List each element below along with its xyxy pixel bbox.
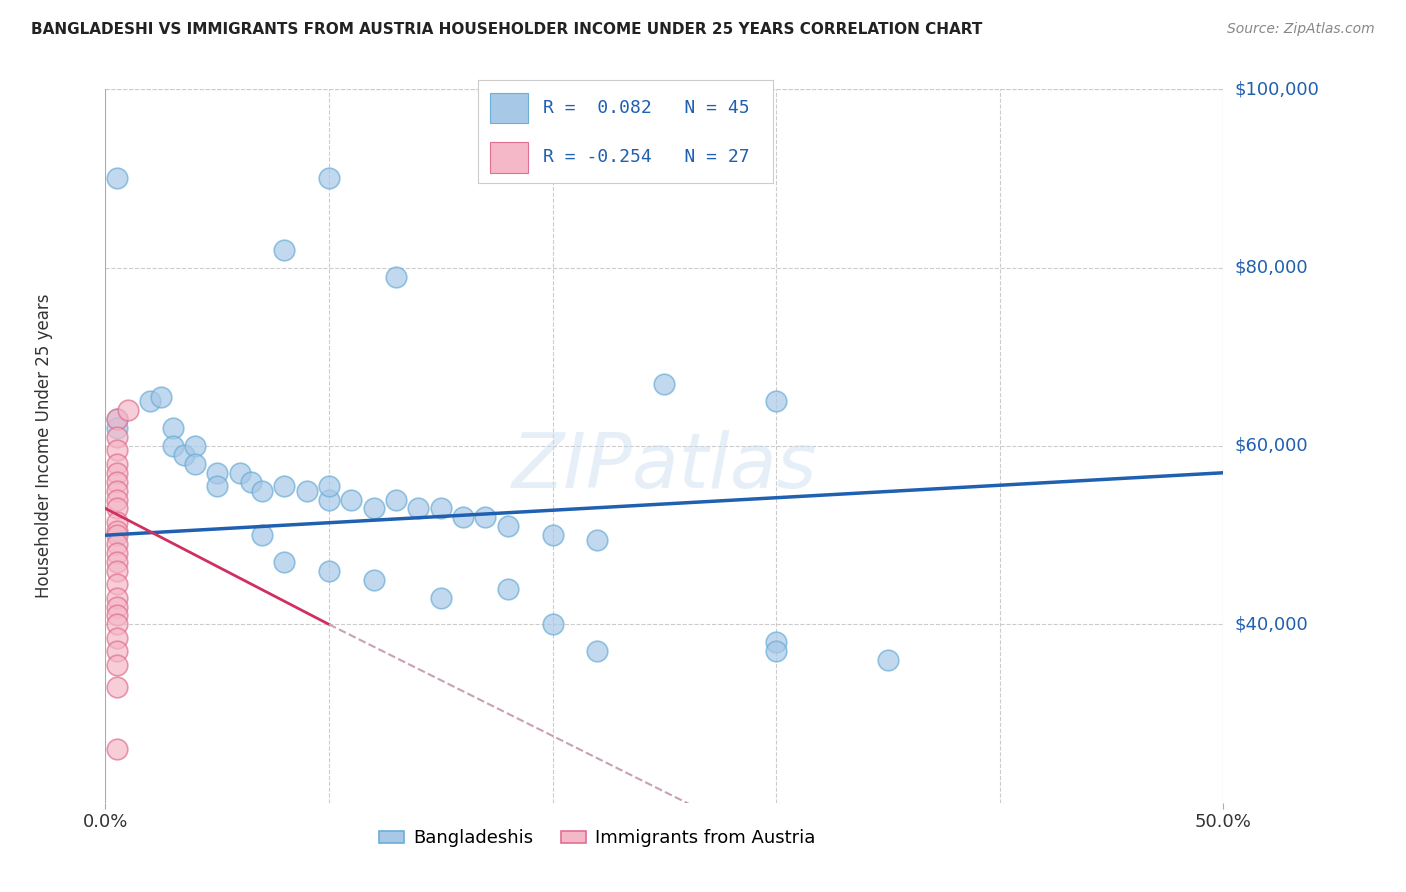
Point [340, 492, 363, 507]
Point [105, 501, 128, 516]
Point [205, 466, 228, 480]
Text: $80,000: $80,000 [1234, 259, 1308, 277]
Legend: Bangladeshis, Immigrants from Austria: Bangladeshis, Immigrants from Austria [373, 822, 823, 855]
Point [105, 171, 128, 186]
Point [205, 479, 228, 493]
Point [318, 564, 340, 578]
Text: R = -0.254   N = 27: R = -0.254 N = 27 [543, 148, 749, 166]
Point [586, 644, 609, 658]
Text: $40,000: $40,000 [1234, 615, 1308, 633]
Point [652, 376, 676, 391]
Point [162, 421, 184, 435]
Point [273, 555, 295, 569]
Text: R =  0.082   N = 45: R = 0.082 N = 45 [543, 99, 749, 117]
Point [363, 501, 385, 516]
Point [105, 430, 128, 444]
Point [105, 524, 128, 538]
Point [184, 439, 207, 453]
Point [765, 635, 787, 649]
Point [541, 528, 564, 542]
Point [105, 608, 128, 623]
Point [139, 394, 162, 409]
Point [273, 243, 295, 257]
Point [363, 573, 385, 587]
Point [105, 466, 128, 480]
Point [105, 555, 128, 569]
Point [105, 564, 128, 578]
Point [184, 457, 207, 471]
Point [173, 448, 195, 462]
Text: ZIPatlas: ZIPatlas [512, 431, 817, 504]
Point [318, 171, 340, 186]
Point [117, 403, 139, 417]
Point [105, 644, 128, 658]
Point [228, 466, 250, 480]
Point [162, 439, 184, 453]
Point [250, 483, 273, 498]
Point [105, 546, 128, 560]
Point [105, 483, 128, 498]
Point [105, 617, 128, 632]
Text: $60,000: $60,000 [1234, 437, 1308, 455]
Bar [489, 142, 529, 173]
Point [474, 510, 496, 524]
Text: $100,000: $100,000 [1234, 80, 1319, 98]
Point [451, 510, 474, 524]
Point [105, 742, 128, 756]
Point [105, 599, 128, 614]
Point [105, 577, 128, 591]
Point [496, 582, 519, 596]
Point [877, 653, 900, 667]
Point [105, 443, 128, 458]
Bar [489, 93, 529, 123]
Point [239, 475, 262, 489]
Point [765, 644, 787, 658]
Text: BANGLADESHI VS IMMIGRANTS FROM AUSTRIA HOUSEHOLDER INCOME UNDER 25 YEARS CORRELA: BANGLADESHI VS IMMIGRANTS FROM AUSTRIA H… [31, 22, 983, 37]
Point [765, 394, 787, 409]
Point [105, 475, 128, 489]
Point [318, 492, 340, 507]
Point [105, 412, 128, 426]
Point [408, 501, 430, 516]
Point [295, 483, 318, 498]
Text: Source: ZipAtlas.com: Source: ZipAtlas.com [1227, 22, 1375, 37]
Point [105, 412, 128, 426]
Point [385, 492, 408, 507]
Point [430, 591, 453, 605]
Point [105, 657, 128, 672]
Point [385, 269, 408, 284]
Point [496, 519, 519, 533]
Point [105, 680, 128, 694]
Point [318, 479, 340, 493]
Point [250, 528, 273, 542]
Point [586, 533, 609, 547]
Point [105, 515, 128, 529]
Point [273, 479, 295, 493]
Point [150, 390, 173, 404]
Text: Householder Income Under 25 years: Householder Income Under 25 years [35, 293, 53, 599]
Point [105, 528, 128, 542]
Point [105, 537, 128, 551]
Point [430, 501, 453, 516]
Point [105, 421, 128, 435]
Point [541, 617, 564, 632]
Point [105, 492, 128, 507]
Point [105, 631, 128, 645]
Point [105, 591, 128, 605]
Point [105, 457, 128, 471]
